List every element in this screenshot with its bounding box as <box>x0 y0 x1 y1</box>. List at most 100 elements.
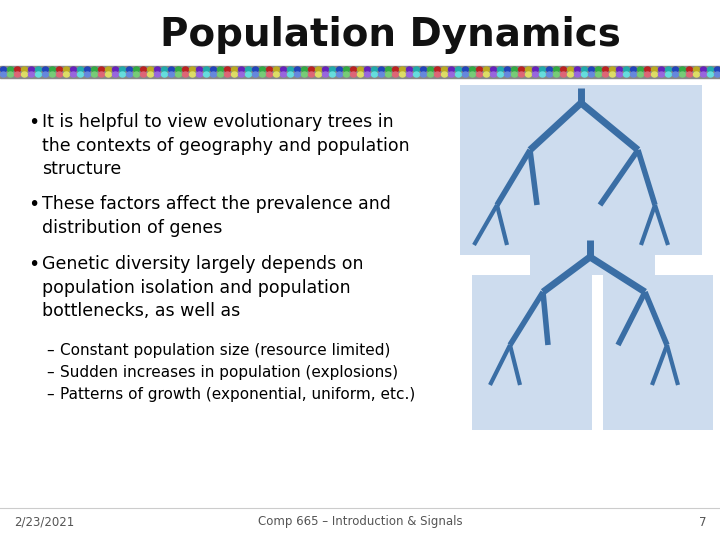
Text: •: • <box>28 195 40 214</box>
Text: Comp 665 – Introduction & Signals: Comp 665 – Introduction & Signals <box>258 516 462 529</box>
Ellipse shape <box>22 72 27 77</box>
Ellipse shape <box>372 67 377 72</box>
Ellipse shape <box>484 67 490 72</box>
Ellipse shape <box>176 72 181 77</box>
Ellipse shape <box>582 72 588 77</box>
Ellipse shape <box>708 67 714 72</box>
Ellipse shape <box>441 72 448 77</box>
Ellipse shape <box>631 67 636 72</box>
Ellipse shape <box>294 67 300 72</box>
Ellipse shape <box>274 72 279 77</box>
Ellipse shape <box>441 67 448 72</box>
Ellipse shape <box>652 67 657 72</box>
Ellipse shape <box>225 72 230 77</box>
Ellipse shape <box>714 67 720 72</box>
Ellipse shape <box>7 72 14 77</box>
Ellipse shape <box>686 72 693 77</box>
Ellipse shape <box>281 72 287 77</box>
Bar <box>603 275 713 430</box>
Ellipse shape <box>56 72 63 77</box>
Ellipse shape <box>567 72 574 77</box>
Ellipse shape <box>161 67 168 72</box>
Ellipse shape <box>400 72 405 77</box>
Ellipse shape <box>575 67 580 72</box>
Ellipse shape <box>50 72 55 77</box>
Ellipse shape <box>112 72 119 77</box>
Ellipse shape <box>281 67 287 72</box>
Ellipse shape <box>449 67 454 72</box>
Ellipse shape <box>659 67 665 72</box>
Ellipse shape <box>35 72 42 77</box>
Ellipse shape <box>554 72 559 77</box>
Ellipse shape <box>714 72 720 77</box>
Ellipse shape <box>546 72 552 77</box>
Bar <box>0 66 720 78</box>
Ellipse shape <box>567 67 574 72</box>
Ellipse shape <box>99 67 104 72</box>
Ellipse shape <box>91 67 97 72</box>
Ellipse shape <box>526 72 531 77</box>
Ellipse shape <box>477 67 482 72</box>
Ellipse shape <box>539 67 546 72</box>
Ellipse shape <box>127 67 132 72</box>
Ellipse shape <box>498 67 503 72</box>
Ellipse shape <box>680 72 685 77</box>
Ellipse shape <box>42 72 48 77</box>
Ellipse shape <box>624 67 629 72</box>
Text: 7: 7 <box>698 516 706 529</box>
Ellipse shape <box>665 72 672 77</box>
Ellipse shape <box>253 67 258 72</box>
Ellipse shape <box>595 67 601 72</box>
Bar <box>460 85 702 255</box>
Ellipse shape <box>189 72 196 77</box>
Ellipse shape <box>127 72 132 77</box>
Ellipse shape <box>330 67 336 72</box>
Ellipse shape <box>204 67 210 72</box>
Ellipse shape <box>526 67 531 72</box>
Ellipse shape <box>652 72 657 77</box>
Ellipse shape <box>323 67 328 72</box>
Bar <box>530 240 655 275</box>
Ellipse shape <box>672 67 678 72</box>
Ellipse shape <box>182 72 189 77</box>
Ellipse shape <box>560 67 567 72</box>
Ellipse shape <box>140 67 146 72</box>
Ellipse shape <box>413 67 420 72</box>
Ellipse shape <box>358 67 364 72</box>
Ellipse shape <box>168 67 174 72</box>
Ellipse shape <box>644 72 650 77</box>
Text: Population Dynamics: Population Dynamics <box>160 16 621 54</box>
Ellipse shape <box>385 67 392 72</box>
Ellipse shape <box>546 67 552 72</box>
Ellipse shape <box>210 67 217 72</box>
Ellipse shape <box>644 67 650 72</box>
Text: –: – <box>46 387 53 402</box>
Ellipse shape <box>693 67 700 72</box>
Ellipse shape <box>693 72 700 77</box>
Text: It is helpful to view evolutionary trees in
the contexts of geography and popula: It is helpful to view evolutionary trees… <box>42 113 410 178</box>
Ellipse shape <box>498 72 503 77</box>
Ellipse shape <box>112 67 119 72</box>
Ellipse shape <box>259 67 266 72</box>
Ellipse shape <box>14 72 20 77</box>
Ellipse shape <box>603 67 608 72</box>
Ellipse shape <box>106 72 112 77</box>
Ellipse shape <box>148 72 153 77</box>
Ellipse shape <box>182 67 189 72</box>
Ellipse shape <box>1 72 6 77</box>
Ellipse shape <box>29 67 35 72</box>
Ellipse shape <box>469 67 475 72</box>
Ellipse shape <box>266 67 272 72</box>
Ellipse shape <box>161 72 168 77</box>
Ellipse shape <box>518 67 524 72</box>
Text: These factors affect the prevalence and
distribution of genes: These factors affect the prevalence and … <box>42 195 391 237</box>
Ellipse shape <box>168 72 174 77</box>
Ellipse shape <box>22 67 27 72</box>
Ellipse shape <box>385 72 392 77</box>
Ellipse shape <box>155 67 161 72</box>
Ellipse shape <box>106 67 112 72</box>
Ellipse shape <box>274 67 279 72</box>
Ellipse shape <box>364 67 371 72</box>
Ellipse shape <box>42 67 48 72</box>
Ellipse shape <box>701 67 706 72</box>
